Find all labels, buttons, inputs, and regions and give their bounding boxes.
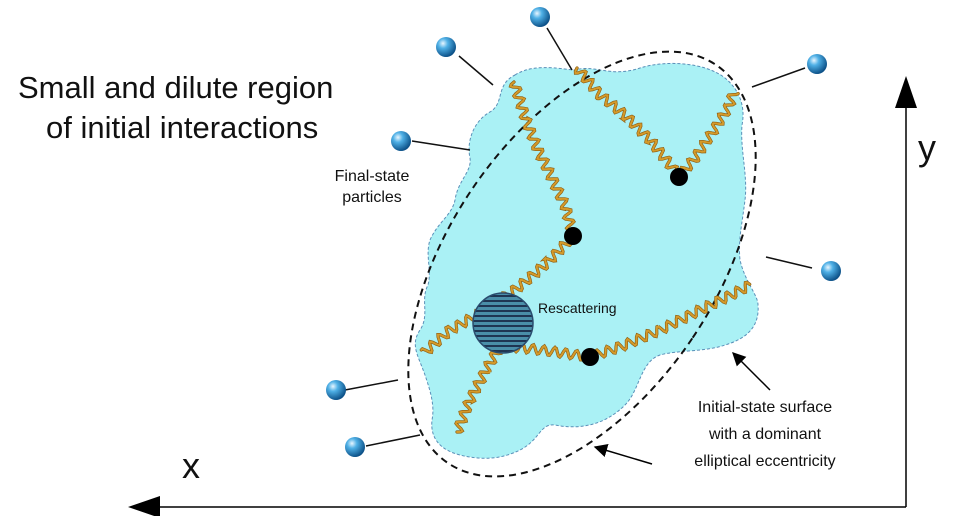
surface-label-line-1: Initial-state surface — [697, 399, 833, 416]
gluon-lines — [419, 66, 752, 434]
vertex-lower — [581, 348, 599, 366]
particle-sphere — [530, 7, 550, 27]
surface-label-line-3: elliptical eccentricity — [694, 453, 836, 470]
gluon-line — [589, 281, 751, 362]
y-axis-arrowhead — [895, 76, 917, 108]
surface-arrow — [732, 352, 771, 391]
final-state-particles — [326, 7, 841, 457]
title-line-1: Small and dilute region — [18, 70, 334, 105]
surface-label-line-2: with a dominant — [708, 426, 822, 443]
rescattering-label: Rescattering — [538, 300, 617, 316]
particle-sphere — [436, 37, 456, 57]
particle-sphere — [821, 261, 841, 281]
axes — [128, 76, 917, 516]
title-line-2: of initial interactions — [46, 110, 319, 145]
particle-sphere — [345, 437, 365, 457]
final-state-label-line-2: particles — [342, 189, 402, 206]
vertex-upper-right — [670, 168, 688, 186]
surface-label: Initial-state surface with a dominant el… — [662, 394, 868, 475]
rescattering-region — [472, 292, 534, 354]
gluon-line — [574, 67, 683, 178]
particle-sphere — [326, 380, 346, 400]
final-state-label-line-1: Final-state — [334, 168, 410, 185]
particle-sphere — [807, 54, 827, 74]
x-axis-arrowhead — [128, 496, 160, 516]
x-axis-label: x — [182, 445, 200, 486]
gluon-line — [678, 92, 740, 180]
particle-sphere — [391, 131, 411, 151]
final-state-label: Final-state particles — [318, 166, 426, 208]
particle-connectors — [344, 27, 813, 447]
vertex-center — [564, 227, 582, 245]
ellipse-arrow — [593, 444, 653, 465]
y-axis-label: y — [918, 127, 936, 168]
gluon-line — [509, 81, 578, 238]
